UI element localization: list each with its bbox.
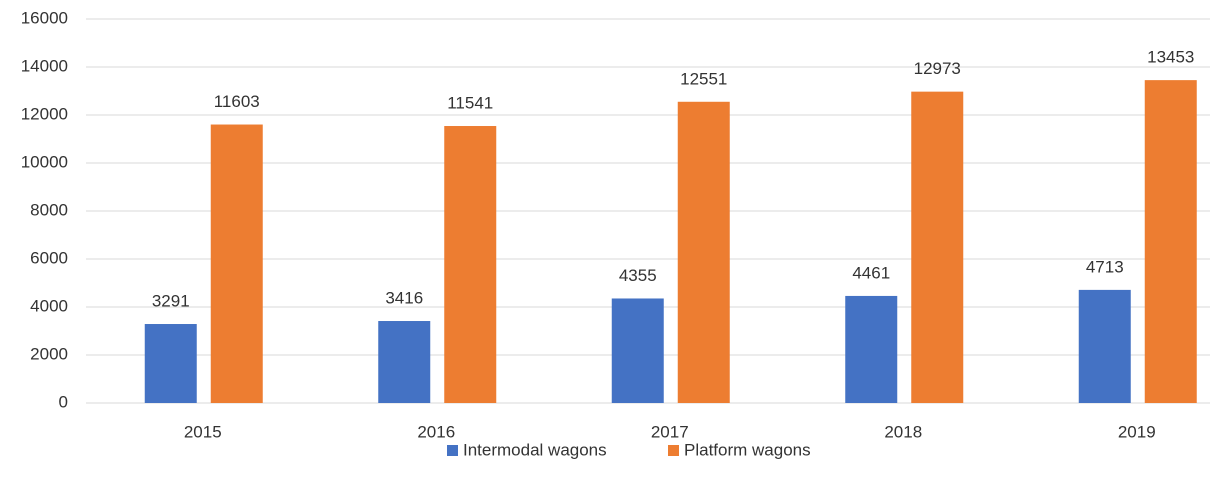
legend-label: Intermodal wagons — [463, 440, 607, 459]
x-tick-label: 2015 — [184, 422, 222, 441]
bar — [677, 101, 730, 403]
bar — [611, 298, 664, 403]
x-tick-label: 2018 — [884, 422, 922, 441]
bar — [845, 295, 898, 403]
y-tick-label: 10000 — [21, 152, 68, 171]
data-label: 4713 — [1086, 257, 1124, 276]
y-tick-label: 16000 — [21, 8, 68, 27]
y-tick-label: 8000 — [30, 200, 68, 219]
bar — [144, 324, 197, 403]
y-tick-label: 2000 — [30, 344, 68, 363]
bar — [378, 321, 431, 403]
bar — [444, 126, 497, 404]
data-label: 4461 — [852, 263, 890, 282]
data-label: 4355 — [619, 266, 657, 285]
y-tick-label: 4000 — [30, 296, 68, 315]
y-tick-label: 0 — [59, 392, 68, 411]
data-label: 3291 — [152, 292, 190, 311]
data-label: 12551 — [680, 69, 727, 88]
data-label: 11541 — [447, 94, 493, 113]
legend-swatch — [668, 445, 679, 456]
legend-swatch — [447, 445, 458, 456]
legend-label: Platform wagons — [684, 440, 811, 459]
x-tick-label: 2019 — [1118, 422, 1156, 441]
y-tick-label: 14000 — [21, 56, 68, 75]
data-label: 12973 — [914, 59, 961, 78]
data-label: 11603 — [214, 92, 260, 111]
bar — [210, 124, 263, 403]
x-tick-label: 2017 — [651, 422, 689, 441]
data-label: 3416 — [385, 289, 423, 308]
data-label: 13453 — [1147, 48, 1194, 67]
x-tick-label: 2016 — [417, 422, 455, 441]
bar — [1078, 289, 1131, 403]
y-tick-label: 6000 — [30, 248, 68, 267]
y-tick-label: 12000 — [21, 104, 68, 123]
bar — [1144, 80, 1197, 404]
bar — [911, 91, 964, 403]
